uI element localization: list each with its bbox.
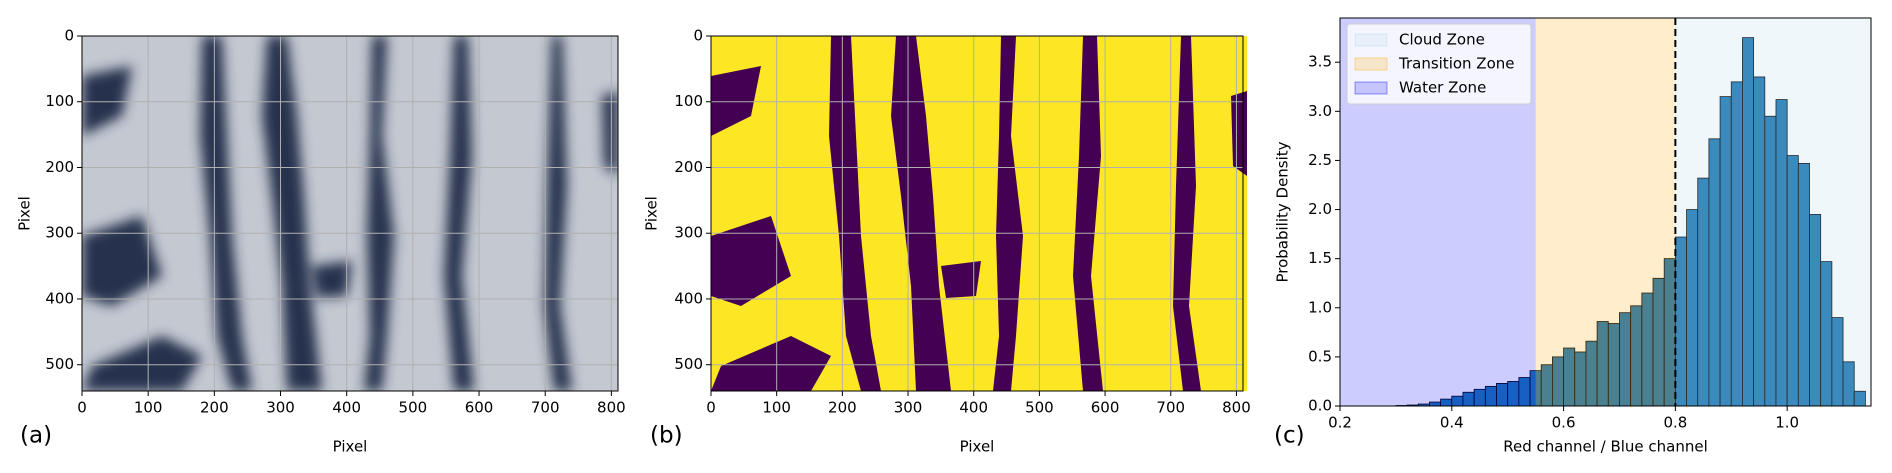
x-tick-label: 200 [200,399,229,417]
x-tick-label: 0.8 [1663,414,1687,432]
y-tick-label: 400 [45,289,74,307]
legend-label: Water Zone [1399,79,1486,97]
cloud-image [82,36,618,391]
x-tick-label: 300 [894,399,923,417]
x-tick-label: 600 [1091,399,1120,417]
zone-band [1535,18,1676,406]
y-tick-label: 500 [674,355,703,373]
x-tick-label: 600 [465,399,494,417]
x-tick-label: 0.4 [1440,414,1464,432]
y-tick-label: 300 [674,224,703,242]
x-tick-label: 800 [1222,399,1251,417]
y-tick-label: 500 [45,355,74,373]
y-axis-label: Probability Density [1274,141,1292,282]
y-tick-label: 3.0 [1308,102,1332,120]
panel-label: (c) [1274,423,1305,449]
x-tick-label: 700 [531,399,560,417]
y-tick-label: 100 [674,92,703,110]
x-tick-label: 500 [1025,399,1054,417]
y-tick-label: 3.5 [1308,53,1332,71]
y-tick-label: 1.5 [1308,249,1332,267]
x-tick-label: 700 [1156,399,1185,417]
legend-box [1346,23,1532,105]
y-tick-label: 100 [45,92,74,110]
legend-label: Cloud Zone [1399,31,1485,49]
axes-frame [1339,17,1872,407]
x-tick-label: 400 [332,399,361,417]
x-tick-label: 0.2 [1328,414,1352,432]
zone-band [1675,18,1871,406]
axes-frame [81,35,619,392]
panel-label: (a) [20,423,52,449]
legend-label: Transition Zone [1398,55,1515,73]
x-tick-label: 100 [134,399,163,417]
mask-image [711,36,1247,391]
panel-label: (b) [650,423,683,449]
axes-frame [710,35,1244,392]
x-tick-label: 500 [399,399,428,417]
y-tick-label: 0 [693,27,703,45]
x-tick-label: 1.0 [1775,414,1799,432]
y-tick-label: 400 [674,289,703,307]
x-tick-label: 400 [959,399,988,417]
y-tick-label: 200 [45,158,74,176]
y-axis-label: Pixel [16,196,34,231]
y-axis-label: Pixel [643,196,661,231]
legend-swatch [1354,81,1388,95]
x-tick-label: 0.6 [1552,414,1576,432]
y-tick-label: 200 [674,158,703,176]
y-tick-label: 1.0 [1308,298,1332,316]
legend-swatch [1354,57,1388,71]
y-tick-label: 0.0 [1308,397,1332,415]
x-axis-label: Pixel [333,438,368,456]
x-tick-label: 300 [266,399,295,417]
x-tick-label: 200 [828,399,857,417]
y-tick-label: 0.5 [1308,347,1332,365]
y-tick-label: 2.0 [1308,200,1332,218]
y-tick-label: 0 [64,27,74,45]
legend-swatch [1354,33,1388,47]
x-axis-label: Pixel [960,438,995,456]
y-tick-label: 2.5 [1308,151,1332,169]
x-tick-label: 0 [706,399,716,417]
x-tick-label: 0 [77,399,87,417]
x-tick-label: 100 [762,399,791,417]
y-tick-label: 300 [45,224,74,242]
x-axis-label: Red channel / Blue channel [1503,438,1708,456]
x-tick-label: 800 [597,399,626,417]
